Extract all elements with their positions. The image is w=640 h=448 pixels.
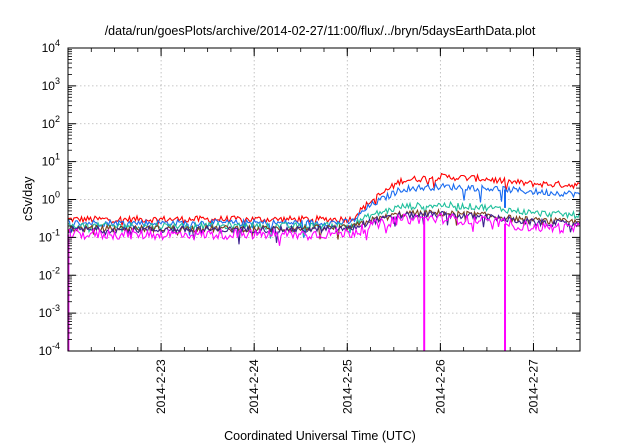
- series-layer: [67, 172, 581, 351]
- y-tick-label: 10-4: [39, 341, 60, 358]
- series-line: [67, 172, 580, 229]
- series-line: [67, 200, 581, 239]
- series-line: [67, 213, 580, 246]
- y-tick-label: 100: [42, 190, 60, 207]
- y-tick-label: 104: [42, 38, 60, 55]
- grid-lines: [68, 48, 580, 351]
- y-tick-label: 101: [42, 152, 60, 169]
- x-tick-label: 2014-2-25: [340, 359, 354, 414]
- x-tick-label: 2014-2-26: [433, 359, 447, 414]
- x-tick-label: 2014-2-27: [526, 359, 540, 414]
- y-tick-label: 10-2: [39, 265, 60, 282]
- chart-title: /data/run/goesPlots/archive/2014-02-27/1…: [104, 24, 536, 38]
- y-tick-label: 10-1: [39, 227, 60, 244]
- series-line: [67, 210, 580, 245]
- x-tick-label: 2014-2-24: [247, 359, 261, 414]
- y-tick-label: 10-3: [39, 303, 60, 320]
- y-tick-label: 103: [42, 76, 60, 93]
- x-axis-label: Coordinated Universal Time (UTC): [224, 429, 416, 443]
- axis-ticks: 10-4 10-3 10-2 10-1 100 101 102 103 104 2014-2-23…: [39, 38, 581, 414]
- x-tick-label: 2014-2-23: [154, 359, 168, 414]
- y-tick-label: 102: [42, 114, 60, 131]
